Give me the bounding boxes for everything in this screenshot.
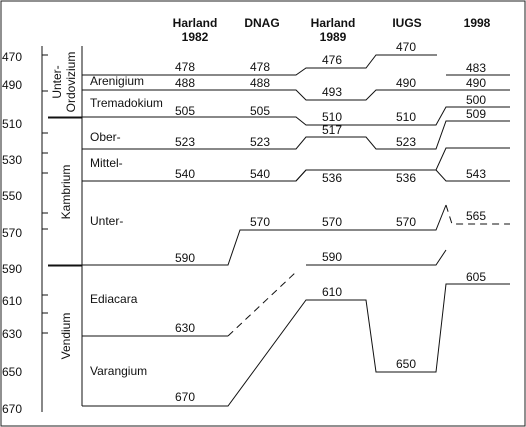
- value-label: 500: [466, 93, 486, 107]
- header-harland-1989-line1: Harland: [311, 16, 356, 30]
- axis-tick-label: 570: [2, 226, 22, 240]
- boundary-line-543: [82, 169, 510, 182]
- system-label-ordovizium-line1: Unter-: [50, 65, 64, 98]
- boundary-line-565-dashed: [445, 204, 510, 225]
- header-1998: 1998: [464, 16, 491, 30]
- stage-label-ober: Ober-: [90, 130, 121, 144]
- value-label: 493: [322, 85, 342, 99]
- value-label: 476: [322, 53, 342, 67]
- axis-tick-label: 550: [2, 189, 22, 203]
- value-label: 523: [175, 135, 195, 149]
- axis-tick-label: 490: [2, 78, 22, 92]
- value-label: 505: [250, 104, 270, 118]
- boundary-line-vendian-base: [82, 283, 510, 407]
- axis-tick-label: 590: [2, 262, 22, 276]
- value-label: 478: [175, 60, 195, 74]
- stage-label-tremadokium: Tremadokium: [90, 96, 163, 110]
- value-label: 517: [322, 123, 342, 137]
- axis-tick-label: 630: [2, 327, 22, 341]
- value-label: 536: [322, 171, 342, 185]
- boundary-line-dnag-dashed: [227, 271, 297, 337]
- value-label: 650: [396, 357, 416, 371]
- value-label: 488: [250, 76, 270, 90]
- age-axis: 470 490 510 530 550 570 590 610 630 650 …: [2, 46, 48, 416]
- value-label: 510: [322, 110, 342, 124]
- boundary-line-cambrian-base: [48, 204, 447, 266]
- stage-labels: Arenigium Tremadokium Ober- Mittel- Unte…: [90, 74, 163, 378]
- axis-tick-label: 650: [2, 365, 22, 379]
- value-label: 483: [466, 61, 486, 75]
- boundary-line-ober-base: [82, 120, 510, 150]
- header-dnag: DNAG: [244, 16, 279, 30]
- boundary-lines: [48, 54, 510, 407]
- value-label: 570: [322, 215, 342, 229]
- value-label: 670: [175, 390, 195, 404]
- value-label: 630: [175, 321, 195, 335]
- axis-tick-label: 610: [2, 294, 22, 308]
- system-label-kambrium: Kambrium: [59, 165, 73, 220]
- stage-label-unter: Unter-: [90, 214, 123, 228]
- value-label: 510: [396, 110, 416, 124]
- header-harland-1989-line2: 1989: [320, 30, 347, 44]
- values-dnag: 478 488 505 523 540 570: [250, 60, 270, 229]
- boundary-line-arenigium-base: [82, 89, 510, 101]
- boundary-line-ordovician-base: [48, 106, 510, 126]
- value-label: 610: [322, 285, 342, 299]
- values-1998: 483 490 500 509 543 565 605: [466, 61, 486, 284]
- value-label: 590: [322, 250, 342, 264]
- value-label: 590: [175, 251, 195, 265]
- value-label: 523: [396, 135, 416, 149]
- stage-label-ediacara: Ediacara: [90, 292, 138, 306]
- value-label: 478: [250, 60, 270, 74]
- system-label-ordovizium-line2: Ordovizium: [64, 52, 78, 113]
- value-label: 570: [396, 215, 416, 229]
- value-label: 540: [175, 167, 195, 181]
- value-label: 543: [466, 167, 486, 181]
- value-label: 523: [250, 135, 270, 149]
- header-iugs: IUGS: [392, 16, 421, 30]
- value-label: 470: [396, 40, 416, 54]
- value-label: 536: [396, 171, 416, 185]
- value-label: 605: [466, 270, 486, 284]
- values-harland-1982: 478 488 505 523 540 590 630 670: [175, 60, 195, 404]
- stage-label-mittel: Mittel-: [90, 156, 123, 170]
- boundary-line-590: [306, 249, 447, 266]
- header-harland-1982-line2: 1982: [182, 30, 209, 44]
- value-label: 505: [175, 104, 195, 118]
- axis-tick-label: 670: [2, 402, 22, 416]
- system-column: Unter- Ordovizium Kambrium Vendium: [48, 46, 83, 406]
- value-label: 570: [250, 215, 270, 229]
- axis-tick-label: 530: [2, 153, 22, 167]
- values-iugs: 470 490 510 523 536 570 650: [396, 40, 416, 371]
- boundary-line-ordovician-top: [82, 54, 437, 76]
- column-headers: Harland 1982 DNAG Harland 1989 IUGS 1998: [173, 16, 491, 44]
- value-label: 509: [466, 107, 486, 121]
- value-label: 490: [466, 76, 486, 90]
- system-label-vendium: Vendium: [59, 313, 73, 360]
- value-label: 490: [396, 76, 416, 90]
- axis-tick-label: 510: [2, 117, 22, 131]
- header-harland-1982-line1: Harland: [173, 16, 218, 30]
- values-harland-1989: 476 493 510 517 536 570 590 610: [322, 53, 342, 299]
- boundary-line-mittel-base: [82, 147, 510, 182]
- stage-label-arenigium: Arenigium: [90, 74, 144, 88]
- value-label: 540: [250, 167, 270, 181]
- value-label: 488: [175, 76, 195, 90]
- axis-tick-label: 470: [2, 50, 22, 64]
- value-label: 565: [466, 209, 486, 223]
- stage-label-varangium: Varangium: [90, 364, 147, 378]
